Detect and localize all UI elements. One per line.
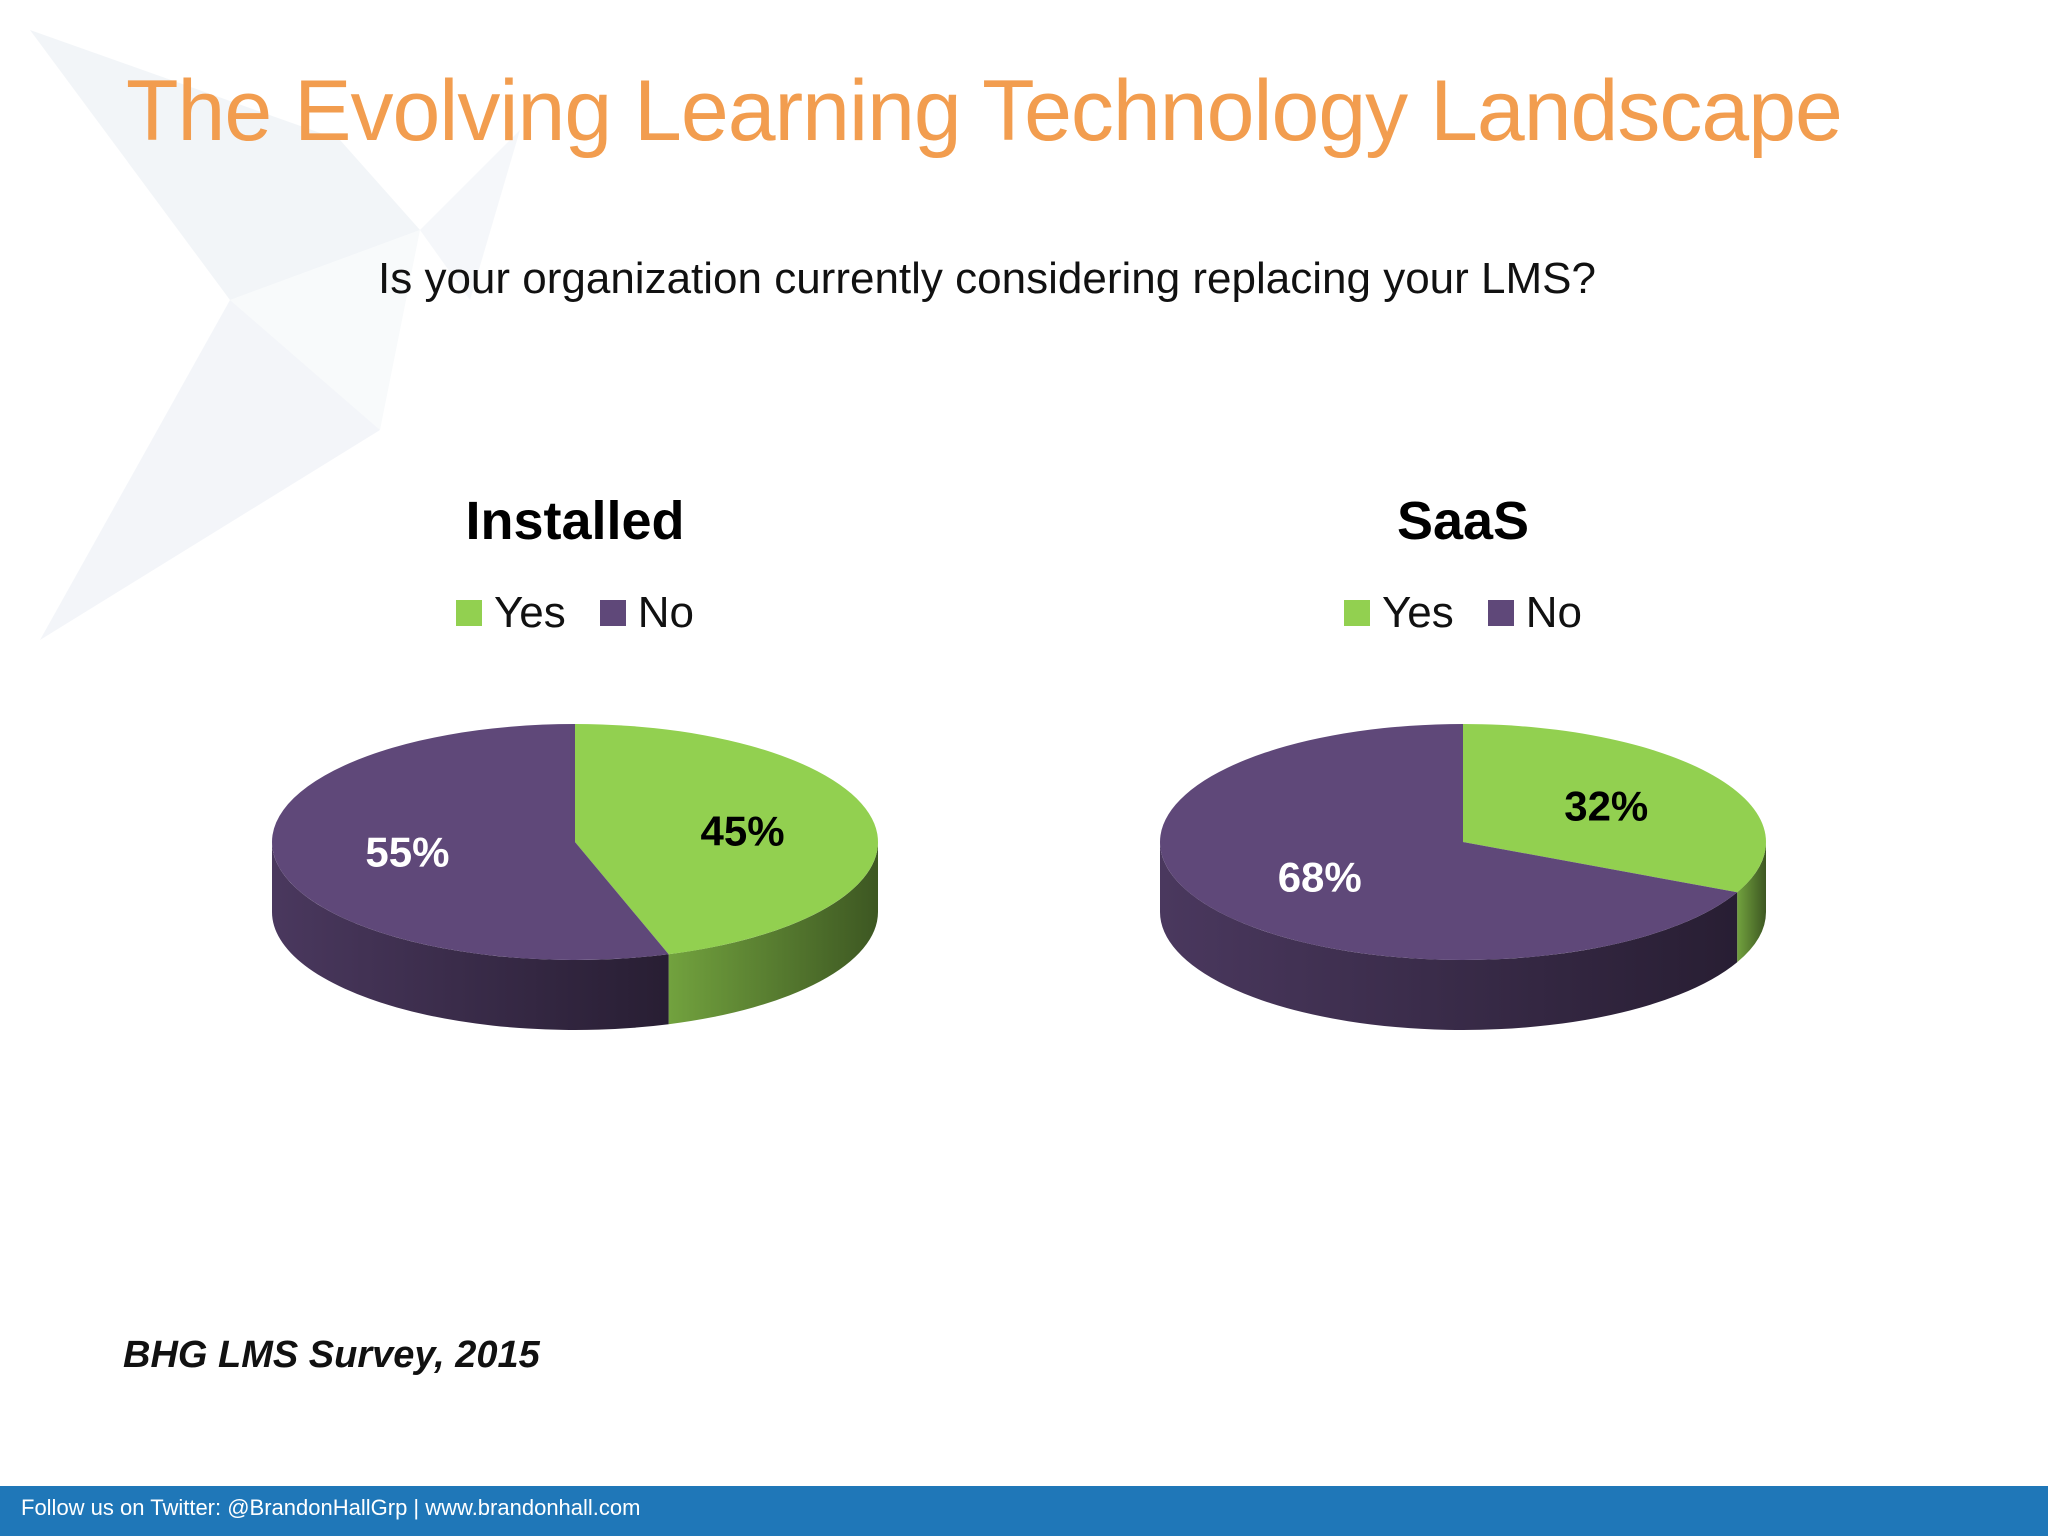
data-label-no: 68%	[1278, 853, 1362, 900]
pie-chart: 45% 55%	[272, 724, 879, 1030]
data-label-yes: 32%	[1564, 783, 1648, 830]
pie-slice-yes	[1463, 724, 1766, 893]
legend-item-yes: Yes	[1343, 588, 1454, 638]
pie-chart: 32% 68%	[1160, 724, 1766, 1030]
legend-label-yes: Yes	[1381, 588, 1454, 637]
legend-swatch-yes	[1343, 600, 1370, 626]
slide-title: The Evolving Learning Technology Landsca…	[126, 63, 1843, 159]
legend-item-no: No	[1487, 588, 1583, 638]
data-label-no: 55%	[365, 828, 449, 875]
pie-slice-no	[1160, 724, 1738, 960]
footer-bar: Follow us on Twitter: @BrandonHallGrp | …	[0, 1486, 2048, 1536]
data-label-yes: 45%	[701, 808, 785, 855]
legend-swatch-no	[599, 600, 626, 626]
legend-label-yes: Yes	[493, 588, 566, 637]
legend-label-no: No	[637, 588, 695, 637]
legend-label-no: No	[1525, 588, 1583, 637]
pie-side-yes	[668, 842, 878, 1025]
footer-text: Follow us on Twitter: @BrandonHallGrp | …	[21, 1495, 641, 1520]
saas-chart: SaaS Yes No 32% 68%	[1133, 470, 1793, 1130]
pie-slice-yes	[575, 724, 879, 955]
chart-title: SaaS	[1396, 491, 1530, 551]
legend-item-no: No	[599, 588, 695, 638]
legend-swatch-no	[1487, 600, 1514, 626]
pie-side-no	[272, 842, 669, 1030]
chart-legend: Yes No	[1133, 588, 1793, 638]
legend-item-yes: Yes	[455, 588, 566, 638]
chart-legend: Yes No	[245, 588, 905, 638]
chart-title: Installed	[465, 491, 685, 551]
pie-slice-no	[272, 724, 669, 960]
pie-side-yes	[1737, 842, 1766, 963]
survey-question: Is your organization currently consideri…	[378, 254, 1596, 303]
legend-swatch-yes	[455, 600, 482, 626]
logo-watermark-icon	[30, 30, 520, 640]
pie-side-no	[1160, 842, 1738, 1030]
installed-chart: Installed Yes No 45% 55%	[245, 470, 905, 1130]
source-citation: BHG LMS Survey, 2015	[123, 1334, 540, 1376]
